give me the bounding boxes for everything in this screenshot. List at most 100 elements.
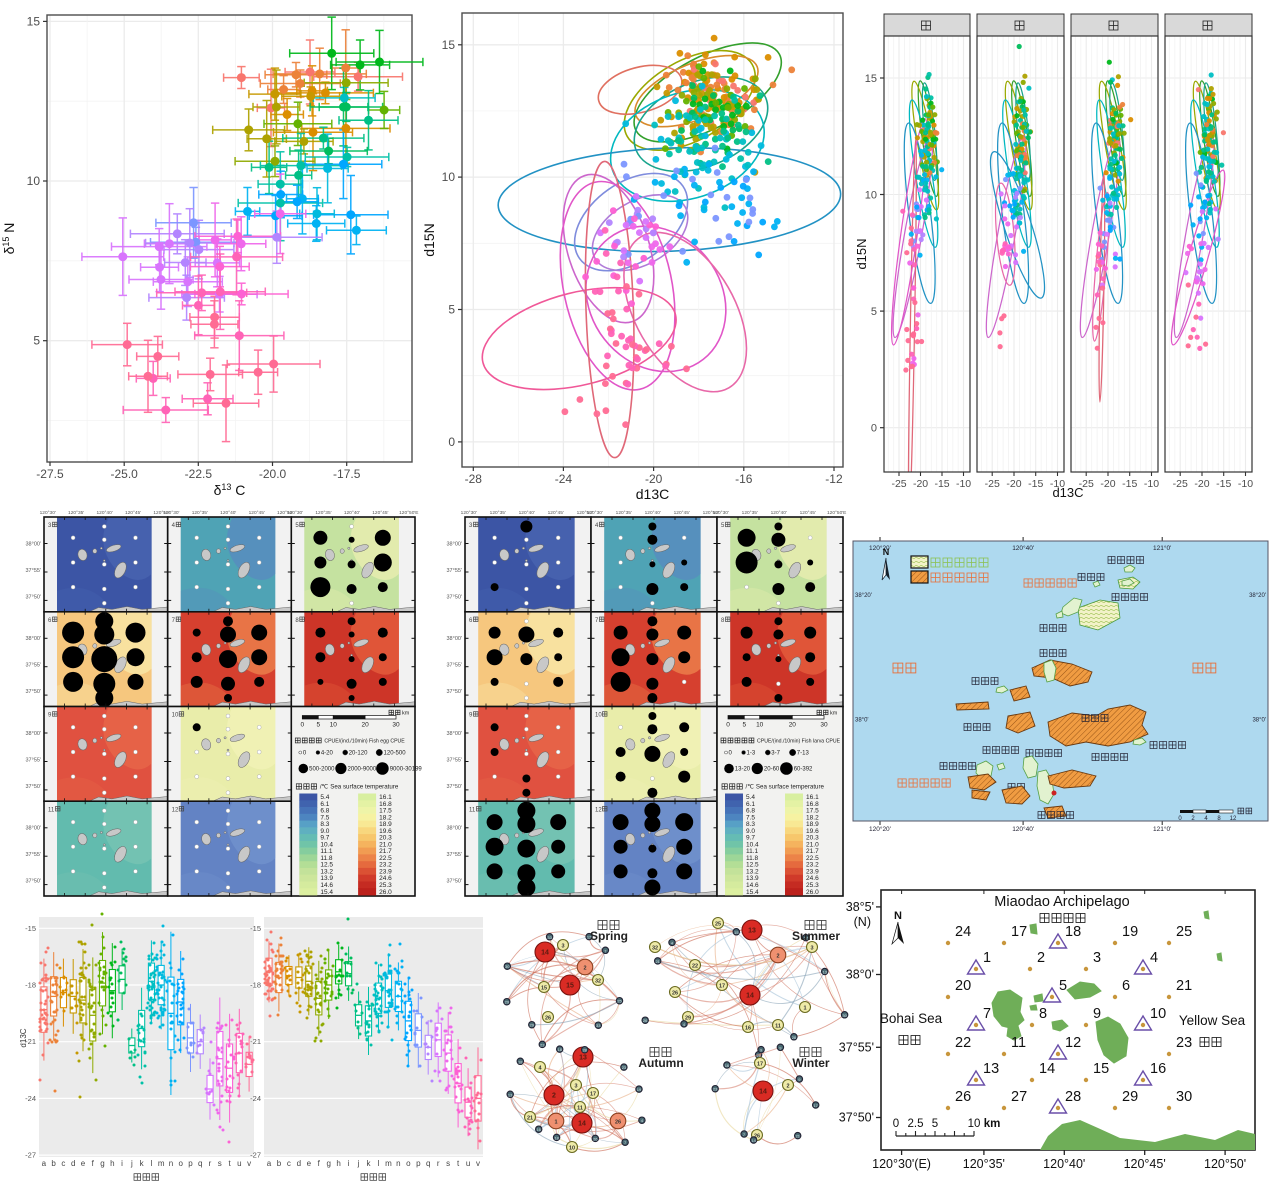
svg-text:120-500: 120-500 bbox=[384, 751, 407, 757]
svg-text:8: 8 bbox=[721, 618, 725, 624]
svg-text:29: 29 bbox=[685, 1016, 691, 1022]
svg-text:10: 10 bbox=[968, 1118, 981, 1130]
svg-text:120°20': 120°20' bbox=[869, 825, 891, 833]
svg-text:13: 13 bbox=[508, 1092, 513, 1097]
svg-text:14: 14 bbox=[1039, 1061, 1055, 1077]
svg-text:23.9: 23.9 bbox=[379, 868, 392, 875]
svg-text:18: 18 bbox=[1065, 924, 1081, 940]
svg-text:h: h bbox=[110, 1159, 114, 1168]
svg-text:t: t bbox=[457, 1159, 460, 1168]
svg-text:37°50': 37°50' bbox=[447, 689, 463, 695]
svg-text:120°45': 120°45' bbox=[548, 510, 564, 516]
svg-text:16.8: 16.8 bbox=[806, 801, 819, 808]
svg-text:5: 5 bbox=[33, 334, 40, 348]
svg-text:5: 5 bbox=[316, 722, 320, 729]
svg-text:6.8: 6.8 bbox=[746, 808, 755, 815]
svg-text:f: f bbox=[318, 1159, 321, 1168]
svg-text:120°40': 120°40' bbox=[1043, 1157, 1085, 1171]
svg-text:-25.0: -25.0 bbox=[110, 467, 138, 481]
svg-text:18.9: 18.9 bbox=[379, 821, 392, 828]
svg-text:16.8: 16.8 bbox=[379, 801, 392, 808]
svg-text:4: 4 bbox=[1204, 816, 1208, 822]
svg-text:20: 20 bbox=[361, 722, 369, 729]
svg-text:22: 22 bbox=[955, 1035, 971, 1051]
svg-text:-10: -10 bbox=[1238, 478, 1253, 490]
svg-text:9000-30199: 9000-30199 bbox=[390, 767, 423, 773]
svg-text:120°40': 120°40' bbox=[771, 510, 787, 516]
svg-text:9.7: 9.7 bbox=[320, 835, 329, 842]
svg-text:4-20: 4-20 bbox=[321, 751, 334, 757]
svg-text:37°50': 37°50' bbox=[26, 784, 42, 790]
svg-text:r: r bbox=[437, 1159, 440, 1168]
svg-text:7: 7 bbox=[172, 618, 176, 624]
svg-text:-20: -20 bbox=[913, 478, 928, 490]
svg-text:9: 9 bbox=[779, 1045, 782, 1050]
svg-text:v: v bbox=[476, 1159, 480, 1168]
svg-text:-27: -27 bbox=[25, 1151, 36, 1160]
svg-text:-12: -12 bbox=[825, 472, 843, 486]
svg-text:24: 24 bbox=[955, 924, 971, 940]
svg-text:37°55': 37°55' bbox=[447, 568, 463, 574]
svg-text:a: a bbox=[42, 1159, 47, 1168]
svg-text:10.4: 10.4 bbox=[746, 841, 759, 848]
svg-text:37°55': 37°55' bbox=[447, 757, 463, 763]
svg-text:2.5: 2.5 bbox=[908, 1118, 924, 1130]
svg-text:11: 11 bbox=[577, 1106, 583, 1112]
svg-text:k: k bbox=[367, 1159, 372, 1168]
svg-text:120°45': 120°45' bbox=[1124, 1157, 1166, 1171]
svg-text:16: 16 bbox=[536, 1127, 541, 1132]
svg-text:5.4: 5.4 bbox=[320, 794, 329, 801]
svg-text:15: 15 bbox=[442, 38, 456, 52]
svg-text:8: 8 bbox=[295, 618, 299, 624]
svg-text:22.5: 22.5 bbox=[379, 855, 392, 862]
svg-text:N: N bbox=[894, 910, 902, 922]
svg-text:30: 30 bbox=[842, 1013, 847, 1018]
svg-text:13: 13 bbox=[748, 928, 756, 935]
svg-text:120°50': 120°50' bbox=[153, 510, 169, 516]
svg-text:14: 14 bbox=[746, 993, 754, 1000]
svg-text:-22.5: -22.5 bbox=[185, 467, 213, 481]
svg-text:120°40': 120°40' bbox=[1012, 544, 1034, 552]
svg-text:38°00': 38°00' bbox=[447, 541, 463, 547]
svg-text:37°50': 37°50' bbox=[839, 1111, 874, 1125]
svg-text:2: 2 bbox=[1191, 816, 1195, 822]
svg-text:25: 25 bbox=[1176, 924, 1192, 940]
svg-text:21.7: 21.7 bbox=[806, 848, 819, 855]
svg-text:13.2: 13.2 bbox=[746, 868, 759, 875]
svg-text:120°40': 120°40' bbox=[97, 510, 113, 516]
svg-text:20-60: 20-60 bbox=[764, 767, 780, 773]
svg-text:12: 12 bbox=[804, 936, 809, 941]
svg-text:9.0: 9.0 bbox=[746, 828, 755, 835]
svg-text:2: 2 bbox=[786, 1084, 789, 1090]
svg-text:38°00': 38°00' bbox=[447, 826, 463, 832]
svg-text:21.0: 21.0 bbox=[806, 841, 819, 848]
svg-text:23: 23 bbox=[1176, 1035, 1192, 1051]
svg-text:33: 33 bbox=[596, 1023, 601, 1028]
svg-text:-25: -25 bbox=[1173, 478, 1188, 490]
svg-text:-16: -16 bbox=[735, 472, 753, 486]
svg-text:23: 23 bbox=[540, 1042, 545, 1047]
svg-text:p: p bbox=[188, 1159, 193, 1168]
svg-text:-15: -15 bbox=[1028, 478, 1043, 490]
svg-text:10: 10 bbox=[756, 722, 764, 729]
svg-text:14: 14 bbox=[759, 1089, 767, 1096]
svg-text:120°45': 120°45' bbox=[372, 510, 388, 516]
svg-text:l: l bbox=[150, 1159, 152, 1168]
svg-text:10: 10 bbox=[569, 1146, 575, 1152]
svg-text:20-120: 20-120 bbox=[349, 751, 368, 757]
svg-text:24.6: 24.6 bbox=[806, 875, 819, 882]
svg-text:21.0: 21.0 bbox=[379, 841, 392, 848]
svg-text:u: u bbox=[466, 1159, 470, 1168]
svg-text:km: km bbox=[402, 711, 410, 717]
svg-text:1: 1 bbox=[983, 950, 991, 966]
svg-text:3: 3 bbox=[810, 946, 813, 952]
svg-text:17: 17 bbox=[813, 1103, 818, 1108]
svg-text:120°45': 120°45' bbox=[800, 510, 816, 516]
svg-text:37°50': 37°50' bbox=[26, 879, 42, 885]
svg-text:38°20': 38°20' bbox=[855, 593, 872, 599]
svg-text:9: 9 bbox=[760, 1048, 763, 1053]
svg-text:12: 12 bbox=[587, 935, 592, 940]
svg-text:5: 5 bbox=[871, 306, 877, 318]
svg-text:23.2: 23.2 bbox=[806, 862, 819, 869]
svg-text:-21: -21 bbox=[25, 1037, 36, 1046]
